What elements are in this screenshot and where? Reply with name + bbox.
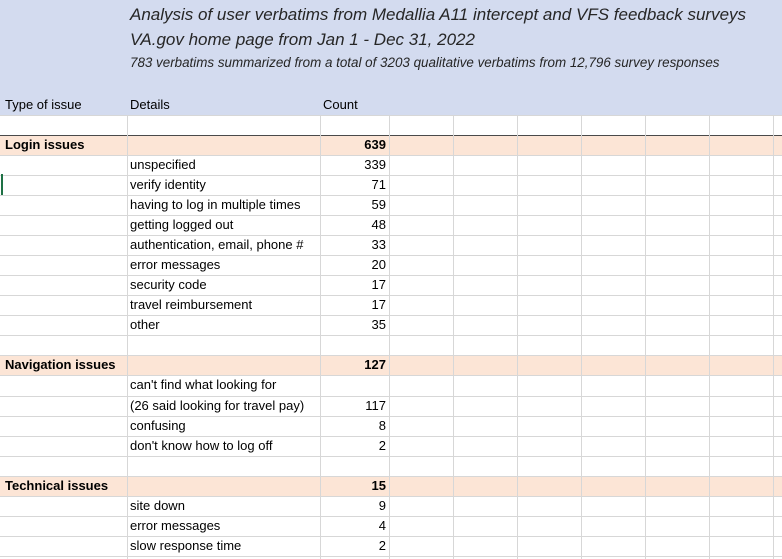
column-gridline: [320, 115, 321, 559]
row-gridline: [0, 476, 782, 477]
detail-cell: getting logged out: [130, 217, 234, 232]
count-cell: 4: [378, 518, 386, 533]
row-gridline: [0, 295, 782, 296]
report-subtitle: VA.gov home page from Jan 1 - Dec 31, 20…: [130, 30, 475, 49]
row-gridline: [0, 496, 782, 497]
count-cell: 17: [371, 297, 386, 312]
detail-cell: (26 said looking for travel pay): [130, 398, 305, 413]
report-title: Analysis of user verbatims from Medallia…: [130, 5, 747, 24]
row-gridline: [0, 235, 782, 236]
column-header-details: Details: [130, 97, 170, 112]
row-gridline: [0, 375, 782, 376]
row-gridline: [0, 436, 782, 437]
section-name: Technical issues: [5, 478, 109, 493]
row-gridline: [0, 195, 782, 196]
section-name: Login issues: [5, 137, 85, 152]
section-band-navigation: [0, 355, 782, 375]
row-gridline: [0, 536, 782, 537]
row-gridline: [0, 396, 782, 397]
section-total: 127: [364, 357, 386, 372]
header-background: [0, 0, 782, 115]
count-cell: 2: [378, 538, 386, 553]
count-cell: 48: [371, 217, 386, 232]
column-gridline: [453, 115, 454, 559]
column-header-count: Count: [323, 97, 358, 112]
count-cell: 339: [364, 157, 386, 172]
count-cell: 33: [371, 237, 386, 252]
count-cell: 17: [371, 277, 386, 292]
section-total: 15: [371, 478, 386, 493]
detail-cell: verify identity: [130, 177, 206, 192]
count-cell: 2: [378, 438, 386, 453]
column-gridline: [773, 115, 774, 559]
detail-cell: error messages: [130, 518, 221, 533]
section-name: Navigation issues: [5, 357, 116, 372]
row-gridline: [0, 255, 782, 256]
count-cell: 8: [378, 418, 386, 433]
row-gridline: [0, 275, 782, 276]
detail-cell: authentication, email, phone #: [130, 237, 304, 252]
count-cell: 35: [371, 317, 386, 332]
row-gridline: [0, 416, 782, 417]
count-cell: 71: [371, 177, 386, 192]
row-gridline: [0, 215, 782, 216]
detail-cell: other: [130, 317, 160, 332]
count-cell: 20: [371, 257, 386, 272]
column-gridline: [581, 115, 582, 559]
detail-cell: site down: [130, 498, 185, 513]
detail-cell: don't know how to log off: [130, 438, 273, 453]
column-gridline: [645, 115, 646, 559]
detail-cell: confusing: [130, 418, 186, 433]
count-cell: 59: [371, 197, 386, 212]
column-gridline: [517, 115, 518, 559]
row-gridline: [0, 335, 782, 336]
row-gridline: [0, 155, 782, 156]
column-gridline: [709, 115, 710, 559]
row-gridline: [0, 315, 782, 316]
detail-cell: slow response time: [130, 538, 242, 553]
cell-selection-marker: [1, 174, 3, 195]
detail-cell: unspecified: [130, 157, 196, 172]
row-gridline: [0, 135, 782, 136]
detail-cell: error messages: [130, 257, 221, 272]
column-gridline: [389, 115, 390, 559]
count-cell: 117: [365, 398, 386, 413]
row-gridline: [0, 456, 782, 457]
row-gridline: [0, 516, 782, 517]
section-band-login: [0, 135, 782, 155]
detail-cell: security code: [130, 277, 207, 292]
column-gridline: [127, 115, 128, 559]
report-summary: 783 verbatims summarized from a total of…: [130, 55, 720, 70]
detail-cell: travel reimbursement: [130, 297, 253, 312]
section-total: 639: [364, 137, 386, 152]
row-gridline: [0, 556, 782, 557]
row-gridline: [0, 115, 782, 116]
count-cell: 9: [378, 498, 386, 513]
detail-cell: having to log in multiple times: [130, 197, 301, 212]
row-gridline: [0, 355, 782, 356]
column-header-type: Type of issue: [5, 97, 82, 112]
section-band-technical: [0, 476, 782, 496]
row-gridline: [0, 175, 782, 176]
detail-cell: can't find what looking for: [130, 377, 277, 392]
